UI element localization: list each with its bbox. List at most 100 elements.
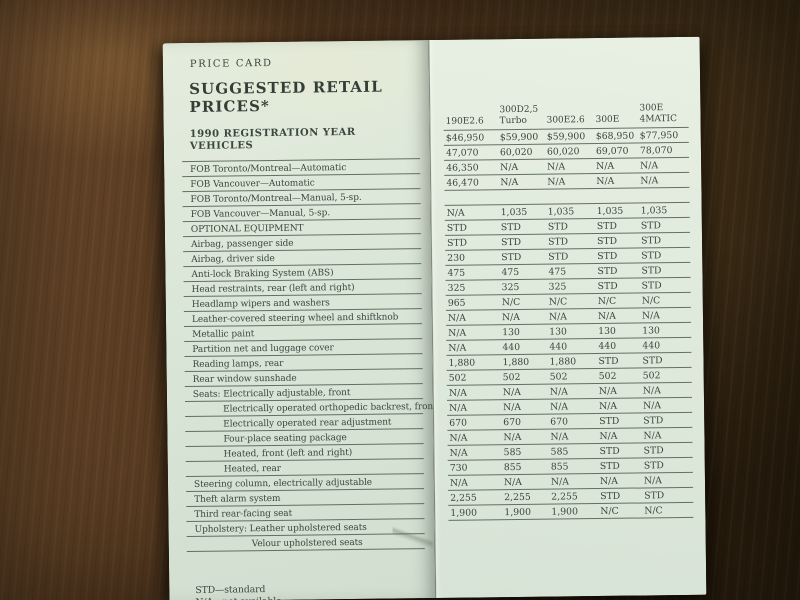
price-row-label: Velour upholstered seats bbox=[186, 534, 425, 553]
card-subtitle: 1990 REGISTRATION YEAR VEHICLES bbox=[189, 126, 356, 152]
price-cell: 1,035 bbox=[500, 206, 528, 219]
price-cell: 2,255 bbox=[504, 491, 531, 504]
legend-block: STD—standardN/A—not availableN/C—no char… bbox=[195, 582, 425, 600]
price-cell: 130 bbox=[502, 326, 520, 339]
price-cell: STD bbox=[640, 235, 662, 247]
price-cell: STD bbox=[547, 221, 568, 233]
price-row-values: 1,900 1,900 1,900 N/C N/C bbox=[448, 502, 694, 521]
row-label-list: FOB Toronto/Montreal—Automatic FOB Vancou… bbox=[182, 158, 463, 553]
price-cell: N/A bbox=[446, 207, 465, 219]
price-card: PRICE CARD SUGGESTED RETAIL PRICES* 1990… bbox=[162, 36, 707, 600]
price-cell: N/A bbox=[447, 312, 467, 324]
price-cell: STD bbox=[641, 265, 662, 277]
column-header: 300E 4MATIC bbox=[639, 103, 678, 124]
price-cell: 475 bbox=[447, 267, 466, 279]
price-cell: N/A bbox=[550, 431, 569, 443]
price-cell: N/A bbox=[596, 160, 615, 173]
price-cell: STD bbox=[643, 445, 664, 457]
price-cell: 1,035 bbox=[640, 205, 668, 217]
price-cell: STD bbox=[641, 280, 662, 292]
price-cell: N/C bbox=[641, 295, 661, 307]
price-cell: N/A bbox=[643, 430, 662, 442]
price-cell: STD bbox=[644, 490, 665, 502]
price-cell: N/A bbox=[449, 432, 468, 444]
price-cell: 1,900 bbox=[450, 507, 478, 519]
price-cell: N/A bbox=[500, 161, 519, 174]
price-cell: STD bbox=[600, 490, 621, 502]
price-cell: N/A bbox=[641, 310, 661, 322]
price-cell: N/C bbox=[548, 296, 568, 308]
price-cell: 670 bbox=[550, 416, 569, 428]
price-cell: 440 bbox=[642, 340, 661, 352]
price-cell: N/A bbox=[550, 401, 569, 413]
price-cell: 1,880 bbox=[502, 356, 530, 369]
price-cell: 502 bbox=[448, 372, 467, 384]
price-cell: 855 bbox=[550, 461, 569, 473]
price-cell: N/A bbox=[501, 311, 521, 324]
price-cell: N/A bbox=[448, 327, 467, 339]
right-page: 190E2.6 300D2,5 Turbo 300E2.6 300E 300E 4MATIC… bbox=[428, 36, 707, 599]
column-header: 300D2,5 Turbo bbox=[499, 104, 539, 126]
price-cell: $77,950 bbox=[639, 130, 679, 142]
price-cell: STD bbox=[599, 445, 620, 457]
price-cell: 325 bbox=[447, 282, 466, 294]
price-cell: 475 bbox=[501, 266, 520, 279]
card-title: SUGGESTED RETAIL PRICES* bbox=[189, 77, 383, 116]
price-cell: STD bbox=[548, 251, 569, 263]
price-cell: STD bbox=[598, 355, 619, 367]
price-cell: 502 bbox=[598, 370, 617, 382]
price-cell: N/A bbox=[549, 386, 568, 398]
price-cell: N/A bbox=[547, 176, 566, 188]
price-cell: STD bbox=[599, 460, 620, 472]
price-cell: $59,900 bbox=[546, 131, 586, 143]
price-cell: 502 bbox=[549, 371, 568, 383]
price-cell: STD bbox=[597, 280, 618, 293]
price-cell: N/A bbox=[503, 431, 522, 444]
price-cell: 502 bbox=[642, 370, 661, 382]
price-cell: 585 bbox=[503, 446, 522, 459]
price-cell: 475 bbox=[548, 266, 567, 278]
price-cell: 325 bbox=[548, 281, 567, 293]
price-cell: STD bbox=[596, 235, 618, 248]
price-cell bbox=[447, 203, 501, 204]
price-cell bbox=[641, 201, 691, 202]
price-cell: N/A bbox=[448, 387, 467, 399]
price-cell: STD bbox=[596, 220, 617, 233]
price-cell: 130 bbox=[642, 325, 660, 337]
price-cell bbox=[501, 203, 548, 204]
price-cell: 440 bbox=[502, 341, 521, 354]
column-header: 190E2.6 bbox=[445, 115, 484, 127]
price-cell: 2,255 bbox=[450, 492, 477, 504]
price-cell: 1,035 bbox=[547, 206, 575, 218]
price-cell: N/A bbox=[550, 476, 570, 488]
price-cell: 230 bbox=[447, 252, 466, 264]
column-header: 300E2.6 bbox=[546, 114, 585, 126]
price-cell: 670 bbox=[503, 416, 522, 429]
price-cell: 965 bbox=[447, 297, 466, 309]
price-cell: N/A bbox=[640, 160, 659, 172]
column-header: 300E bbox=[595, 114, 620, 125]
price-cell: N/A bbox=[449, 402, 468, 414]
price-cell: N/A bbox=[640, 175, 659, 187]
price-cell: STD bbox=[548, 236, 569, 248]
price-cell: 670 bbox=[449, 417, 468, 429]
price-cell: N/C bbox=[597, 295, 617, 308]
price-cell: N/A bbox=[599, 430, 618, 442]
price-cell bbox=[548, 202, 597, 203]
price-cell: STD bbox=[500, 221, 521, 234]
price-cell: 78,070 bbox=[639, 145, 673, 157]
price-cell: 1,900 bbox=[551, 506, 579, 518]
price-cell: STD bbox=[599, 415, 620, 427]
price-cell: 69,070 bbox=[595, 145, 629, 158]
price-cell: STD bbox=[597, 250, 618, 263]
price-cell: N/A bbox=[642, 385, 661, 397]
price-cell: 1,880 bbox=[448, 357, 476, 369]
price-cell: N/A bbox=[597, 310, 617, 323]
price-cell: 130 bbox=[549, 326, 567, 338]
price-cell: 130 bbox=[598, 325, 616, 338]
price-cell: 60,020 bbox=[499, 146, 533, 159]
price-cell: N/A bbox=[599, 475, 619, 487]
price-cell: N/A bbox=[448, 342, 467, 354]
price-cell: $46,950 bbox=[445, 132, 485, 144]
